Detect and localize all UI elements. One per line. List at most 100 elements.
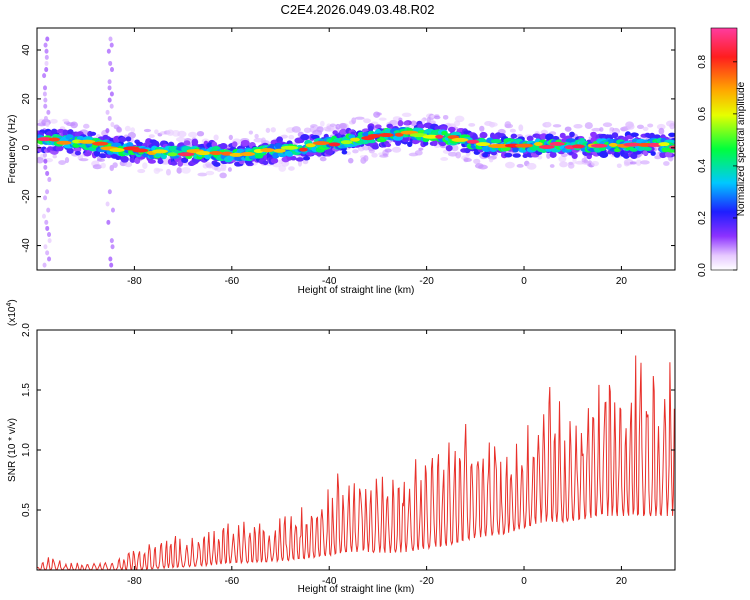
colorbar-gradient [711,28,737,270]
spectrogram-peak-cell [109,147,125,152]
spectrogram-peak-cell [152,149,168,154]
spectrogram-band-cell [125,136,132,142]
spectrogram-peak-cell [475,142,491,147]
spectrogram-streak-cell [45,122,50,128]
spectrogram-peak-cell [312,141,330,146]
colorbar-tick-label: 0.8 [697,54,708,68]
spectrogram-halo-cell [351,117,357,124]
snr-ytick-label: 1.5 [21,383,32,397]
spectrogram-core-cell [274,142,283,150]
snr-xtick-label: -20 [419,576,434,587]
spectrogram-halo-cell [319,120,325,127]
spectrogram-band-cell [423,140,429,146]
spectrogram-halo-cell [165,168,171,176]
spectrogram-band-cell [653,134,661,139]
spectrogram-halo-cell [265,127,271,133]
colorbar-tick-label: 0.4 [697,159,708,173]
spectrogram-band-cell [240,139,250,147]
spectrogram-streak-cell [110,207,115,213]
spectrogram-halo-cell [526,162,537,170]
spectrogram-band-cell [642,150,649,156]
spectrogram-halo-cell [573,124,583,129]
spectrogram-peak-cell [280,145,299,150]
spectrogram-streak-cell [108,36,113,42]
spectrogram-core-cell [272,152,280,159]
spectrogram-halo-cell [205,170,215,176]
spectrogram-band-cell [98,153,107,158]
spectrogram-halo-cell [376,112,382,116]
spectrogram-streak-cell [43,244,48,250]
spectrogram-halo-cell [176,167,183,174]
spectrogram-peak-cell [538,144,555,149]
spectrogram-streak-cell [43,103,48,109]
spectrogram-peak-cell [239,152,256,157]
spectrogram-band-cell [325,148,334,155]
spectrogram-ytick-label: -40 [21,238,32,253]
spectrogram-streak-cell [109,238,114,244]
spectrogram-band-cell [73,147,82,153]
spectrogram-streak-cell [47,256,52,262]
spectrogram-peak-cell [177,152,195,157]
spectrogram-halo-cell [591,160,599,167]
spectrogram-halo-cell [253,137,264,143]
spectrogram-peak-cell [549,141,565,146]
spectrogram-peak-cell [195,151,211,156]
spectrogram-halo-cell [433,115,441,120]
spectrogram-streak-cell [105,128,110,134]
spectrogram-streak-cell [47,177,52,183]
spectrogram-halo-cell [116,126,123,133]
spectrogram-halo-cell [591,127,602,132]
spectrogram-ytick-label: 20 [21,93,32,105]
spectrogram-halo-cell [112,162,118,168]
spectrogram-xtick-label: -60 [225,276,240,287]
spectrogram-halo-cell [338,122,347,130]
spectrogram-peak-cell [209,151,223,156]
spectrogram-peak-cell [515,143,533,148]
spectrogram-band-cell [191,138,199,146]
spectrogram-peak-cell [571,144,585,149]
colorbar-label: Normalized spectral amplitude [736,81,747,216]
spectrogram-halo-cell [647,123,654,128]
spectrogram-halo-cell [62,118,69,123]
spectrogram-streak-cell [43,97,48,103]
spectrogram-streak-cell [107,189,112,195]
spectrogram-halo-cell [137,168,146,174]
spectrogram-halo-cell [160,157,170,165]
spectrogram-streak-cell [109,91,114,97]
spectrogram-streak-cell [109,262,114,268]
spectrogram-core-cell [643,146,652,152]
colorbar-tick-label: 0.6 [697,106,708,120]
spectrogram-streak-cell [45,36,50,42]
spectrogram-streak-cell [105,109,110,115]
spectrogram-halo-cell [64,157,70,164]
spectrogram-core-cell [565,138,577,143]
spectrogram-band-cell [412,139,420,144]
spectrogram-peak-cell [260,148,275,153]
spectrogram-halo-cell [220,168,227,172]
snr-multiplier: (x104) [6,299,18,326]
spectrogram-halo-cell [363,118,372,124]
spectrogram-streak-cell [109,103,114,109]
spectrogram-halo-cell [516,163,524,168]
spectrogram-band-cell [290,156,297,161]
spectrogram-streak-cell [108,60,113,66]
spectrogram-streak-cell [45,170,50,176]
spectrogram-band-cell [368,125,374,133]
spectrogram-streak-cell [47,232,52,238]
spectrogram-halo-cell [640,160,650,165]
spectrogram-band-cell [512,153,521,158]
spectrogram-halo-cell [384,148,392,153]
spectrogram-streak-cell [105,201,110,207]
spectrogram-core-cell [285,151,294,157]
spectrogram-halo-cell [504,123,514,129]
spectrogram-halo-cell [378,117,387,121]
spectrogram-band-cell [545,133,554,141]
snr-ytick-label: 2.0 [21,323,32,337]
spectrogram-band-cell [571,152,578,160]
spectrogram-halo-cell [278,164,287,172]
spectrogram-halo-cell [329,123,337,127]
spectrogram-xtick-label: 0 [521,276,527,287]
spectrogram-streak-cell [45,250,50,256]
spectrogram-halo-cell [401,112,412,118]
